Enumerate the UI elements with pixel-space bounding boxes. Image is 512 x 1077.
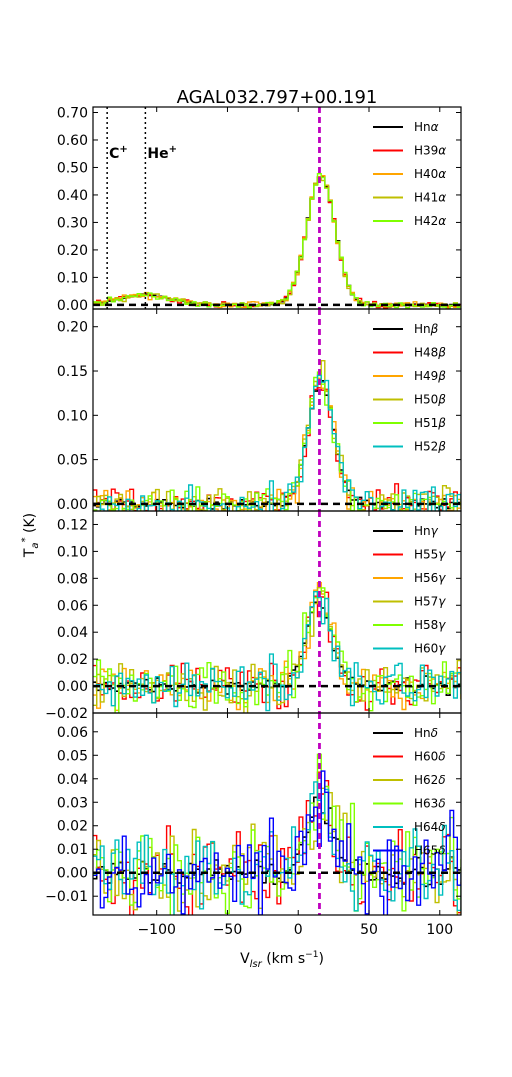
y-tick-label: 0.00 (57, 298, 88, 314)
chart-title: AGAL032.797+00.191 (177, 87, 378, 108)
x-tick-label: 100 (426, 922, 453, 938)
x-tick-label: −50 (213, 922, 243, 938)
y-tick-label: 0.02 (57, 819, 88, 835)
legend: Hnα H39α H40α H41α H42α (373, 120, 446, 228)
x-tick-label: 50 (360, 922, 378, 938)
panels: C+ He+ 0.00 0.10 0.20 0.30 0.40 0.50 0.60 0.70 Hnα… (45, 105, 462, 916)
y-tick-label: 0.50 (57, 160, 88, 176)
legend-entry: H40α (414, 167, 446, 181)
series-line (93, 177, 461, 308)
legend-entry: H55γ (414, 548, 446, 562)
y-axis-label: Ta* (K) (20, 513, 41, 558)
y-tick-label: 0.00 (57, 497, 88, 513)
legend-entry: H58γ (414, 618, 446, 632)
y-tick-label: 0.06 (57, 598, 88, 614)
y-tick-label: 0.15 (57, 364, 88, 380)
series-line (93, 770, 461, 915)
legend-entry: H60δ (414, 750, 446, 764)
series-line (93, 175, 461, 309)
panel-frame (92, 712, 462, 916)
legend-entry: H56γ (414, 571, 446, 585)
legend-entry: H48β (414, 346, 446, 360)
legend-entry: H51β (414, 416, 446, 430)
y-tick-label: 0.04 (57, 625, 88, 641)
legend-entry: H60γ (414, 642, 446, 656)
y-tick-label: 0.01 (57, 842, 88, 858)
spectra-panel-3 (93, 582, 461, 713)
series-line (93, 360, 461, 511)
series-line (93, 176, 461, 307)
spectra-panel-1 (93, 173, 461, 309)
legend-entry: Hnδ (414, 726, 438, 740)
y-tick-label: 0.10 (57, 270, 88, 286)
spectra-panel-2 (93, 360, 461, 511)
legend-entry: H41α (414, 191, 446, 205)
y-tick-label: 0.02 (57, 652, 88, 668)
y-tick-label: −0.02 (45, 706, 88, 722)
legend-entry: H57γ (414, 595, 446, 609)
marker-label: He+ (147, 144, 177, 162)
legend-entry: Hnγ (414, 524, 439, 538)
x-tick-labels: −100 −50 0 50 100 (137, 922, 453, 938)
y-tick-label: 0.06 (57, 725, 88, 741)
y-tick-label: 0.70 (57, 105, 88, 121)
legend-entry: H42α (414, 214, 446, 228)
legend-entry: H52β (414, 440, 446, 454)
legend: Hnγ H55γ H56γ H57γ H58γ H60γ (373, 524, 446, 656)
y-tick-label: 0.40 (57, 188, 88, 204)
y-tick-label: 0.10 (57, 544, 88, 560)
panel-2: 0.000.050.100.150.20 HnβH48βH49βH50βH51βH… (57, 308, 462, 513)
series-line (93, 173, 461, 309)
y-tick-label: 0.20 (57, 320, 88, 336)
legend-entry: Hnβ (414, 322, 439, 336)
y-tick-label: 0.05 (57, 453, 88, 469)
legend-entry: H49β (414, 369, 446, 383)
legend-entry: Hnα (414, 120, 439, 134)
legend-entry: H65δ (414, 844, 446, 858)
y-tick-label: 0.00 (57, 679, 88, 695)
x-axis-label: Vlsr (km s−1) (240, 950, 324, 970)
y-tick-label: 0.03 (57, 795, 88, 811)
panel-frame (92, 106, 462, 310)
y-tick-label: 0.12 (57, 517, 88, 533)
marker-label: C+ (109, 144, 128, 162)
series-line (93, 175, 461, 309)
spectra-panel-4 (93, 753, 461, 915)
legend-entry: H39α (414, 144, 446, 158)
panel-frame (92, 308, 462, 512)
y-tick-label: 0.00 (57, 866, 88, 882)
legend: Hnβ H48β H49β H50β H51β H52β (373, 322, 446, 454)
x-tick-label: 0 (294, 922, 303, 938)
series-line (93, 591, 461, 712)
y-tick-label: −0.01 (45, 889, 88, 905)
y-tick-label: 0.08 (57, 571, 88, 587)
y-tick-label: 0.04 (57, 772, 88, 788)
legend: Hnδ H60δ H62δ H63δ H64δ H65δ (373, 726, 446, 858)
y-tick-label: 0.60 (57, 133, 88, 149)
x-tick-label: −100 (137, 922, 175, 938)
legend-entry: H62δ (414, 773, 446, 787)
legend-entry: H50β (414, 393, 446, 407)
legend-entry: H64δ (414, 820, 446, 834)
panel-3: −0.02 0.00 0.02 0.04 0.06 0.08 0.10 0.12 Hnγ H55γ… (45, 510, 462, 722)
y-tick-label: 0.10 (57, 408, 88, 424)
panel-1: C+ He+ 0.00 0.10 0.20 0.30 0.40 0.50 0.60 0.70 Hnα… (57, 105, 462, 314)
y-tick-label: 0.05 (57, 748, 88, 764)
y-tick-label: 0.20 (57, 243, 88, 259)
legend-entry: H63δ (414, 797, 446, 811)
y-tick-label: 0.30 (57, 215, 88, 231)
panel-4: −0.01 0.00 0.01 0.02 0.03 0.04 0.05 0.06 Hnδ H60δ… (45, 712, 462, 916)
